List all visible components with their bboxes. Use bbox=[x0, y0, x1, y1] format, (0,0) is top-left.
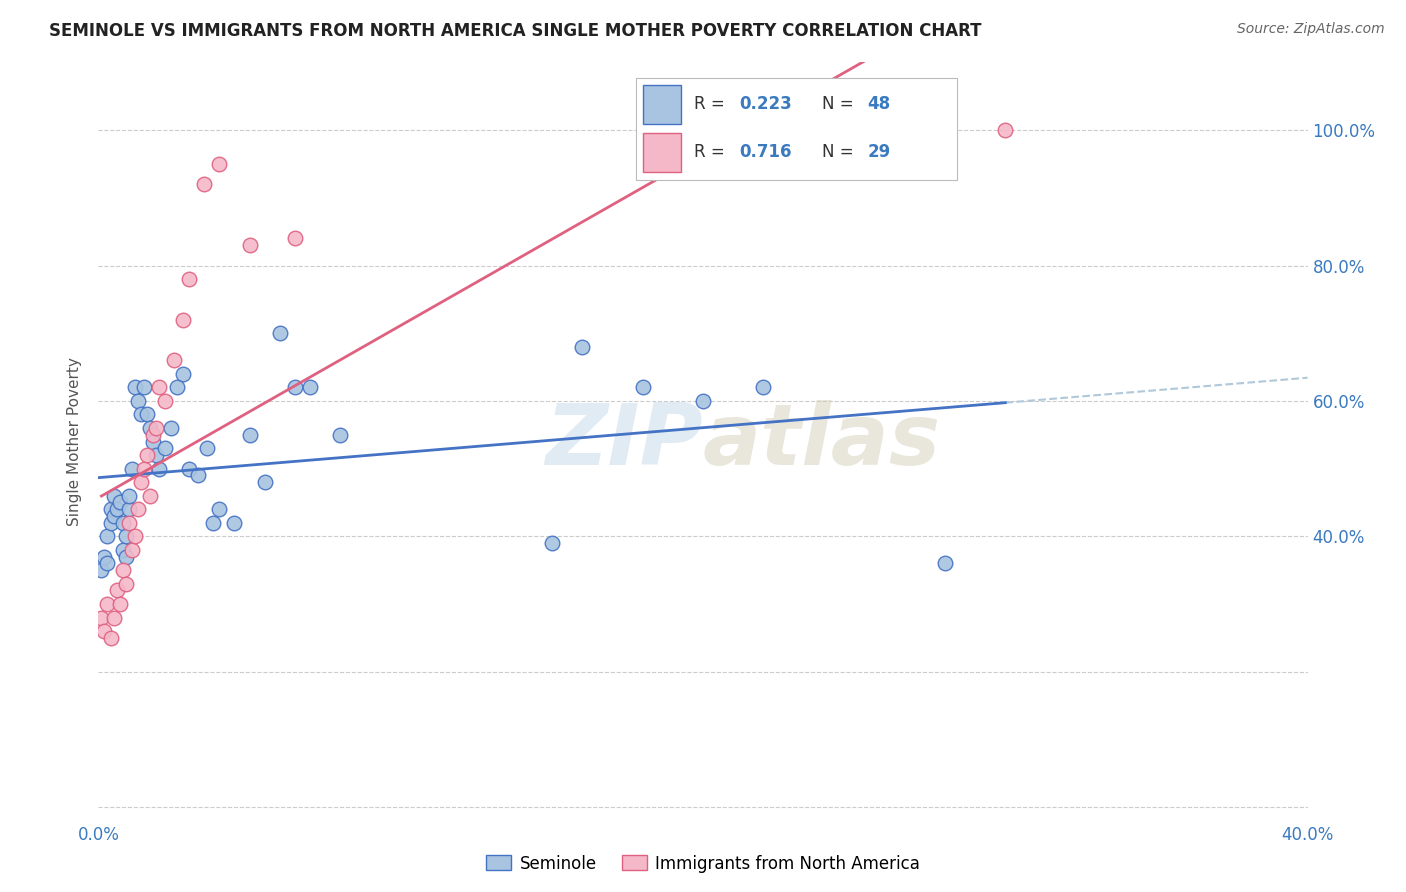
Point bbox=[329, 427, 352, 442]
Point bbox=[100, 631, 122, 645]
Point bbox=[103, 610, 125, 624]
Point bbox=[103, 508, 125, 523]
Point bbox=[160, 421, 183, 435]
Point bbox=[129, 475, 152, 490]
Point bbox=[124, 529, 146, 543]
Point bbox=[135, 448, 157, 462]
Point bbox=[163, 353, 186, 368]
Point bbox=[129, 408, 152, 422]
Point bbox=[187, 468, 209, 483]
Legend: Seminole, Immigrants from North America: Seminole, Immigrants from North America bbox=[479, 848, 927, 880]
Point bbox=[540, 536, 562, 550]
Point bbox=[208, 157, 231, 171]
Point bbox=[172, 312, 194, 326]
Point bbox=[752, 380, 775, 394]
Point bbox=[127, 502, 149, 516]
Point bbox=[284, 380, 307, 394]
Text: SEMINOLE VS IMMIGRANTS FROM NORTH AMERICA SINGLE MOTHER POVERTY CORRELATION CHAR: SEMINOLE VS IMMIGRANTS FROM NORTH AMERIC… bbox=[49, 22, 981, 40]
Point bbox=[114, 549, 136, 564]
Point bbox=[111, 542, 134, 557]
Point bbox=[166, 380, 188, 394]
Point bbox=[299, 380, 322, 394]
Point bbox=[111, 563, 134, 577]
Point bbox=[103, 489, 125, 503]
Point bbox=[284, 231, 307, 245]
Point bbox=[114, 529, 136, 543]
Point bbox=[114, 576, 136, 591]
Point bbox=[934, 557, 956, 571]
Point bbox=[124, 380, 146, 394]
Point bbox=[994, 123, 1017, 137]
Point bbox=[105, 502, 128, 516]
Point bbox=[105, 583, 128, 598]
Point bbox=[96, 557, 118, 571]
Point bbox=[118, 502, 141, 516]
Point bbox=[179, 461, 201, 475]
Text: Source: ZipAtlas.com: Source: ZipAtlas.com bbox=[1237, 22, 1385, 37]
Point bbox=[96, 529, 118, 543]
Point bbox=[193, 178, 215, 192]
Point bbox=[148, 461, 170, 475]
Point bbox=[100, 502, 122, 516]
Point bbox=[127, 393, 149, 408]
Point bbox=[93, 549, 115, 564]
Point bbox=[142, 434, 165, 449]
Point bbox=[132, 461, 155, 475]
Point bbox=[631, 380, 654, 394]
Point bbox=[179, 272, 201, 286]
Point bbox=[239, 427, 262, 442]
Point bbox=[692, 393, 714, 408]
Point bbox=[111, 516, 134, 530]
Point bbox=[100, 516, 122, 530]
Y-axis label: Single Mother Poverty: Single Mother Poverty bbox=[67, 357, 83, 526]
Point bbox=[571, 340, 593, 354]
Point bbox=[224, 516, 246, 530]
Point bbox=[208, 502, 231, 516]
Point bbox=[135, 408, 157, 422]
Point bbox=[96, 597, 118, 611]
Point bbox=[145, 421, 167, 435]
Text: atlas: atlas bbox=[703, 400, 941, 483]
Point bbox=[239, 238, 262, 252]
Point bbox=[142, 427, 165, 442]
Point bbox=[148, 380, 170, 394]
Text: ZIP: ZIP bbox=[546, 400, 703, 483]
Point bbox=[118, 516, 141, 530]
Point bbox=[108, 495, 131, 509]
Point bbox=[269, 326, 291, 341]
Point bbox=[121, 461, 143, 475]
Point bbox=[121, 542, 143, 557]
Point bbox=[253, 475, 276, 490]
Point bbox=[118, 489, 141, 503]
Point bbox=[139, 489, 162, 503]
Point bbox=[90, 610, 112, 624]
Point bbox=[153, 393, 176, 408]
Point bbox=[90, 563, 112, 577]
Point bbox=[139, 421, 162, 435]
Point bbox=[202, 516, 225, 530]
Point bbox=[172, 367, 194, 381]
Point bbox=[132, 380, 155, 394]
Point bbox=[153, 442, 176, 456]
Point bbox=[93, 624, 115, 639]
Point bbox=[145, 448, 167, 462]
Point bbox=[108, 597, 131, 611]
Point bbox=[195, 442, 218, 456]
